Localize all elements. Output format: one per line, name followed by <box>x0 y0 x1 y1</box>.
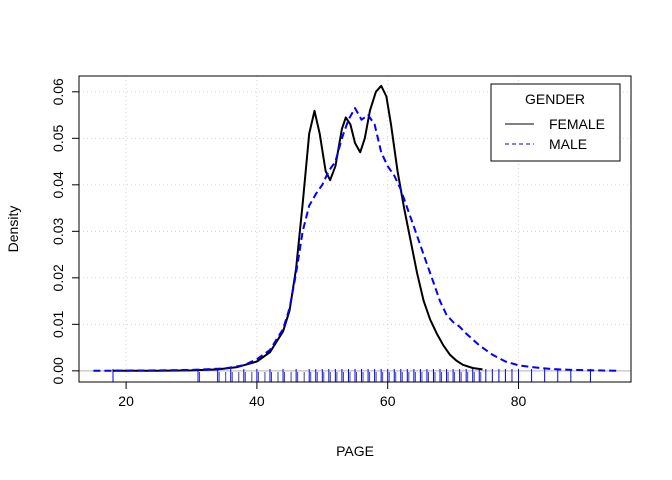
x-tick-label: 40 <box>249 393 265 409</box>
x-tick-label: 20 <box>118 393 134 409</box>
y-tick-label: 0.00 <box>50 357 66 384</box>
y-tick-label: 0.05 <box>50 124 66 151</box>
series-line-female <box>113 84 483 372</box>
rug-marks <box>112 369 591 382</box>
y-tick-label: 0.04 <box>50 171 66 198</box>
series-line-male <box>93 107 617 372</box>
density-series <box>93 84 617 372</box>
x-axis: 20 40 60 80 <box>118 381 527 409</box>
x-tick-label: 80 <box>511 393 527 409</box>
y-axis-title: Density <box>5 206 21 253</box>
legend-box <box>490 83 621 162</box>
legend-label-female: FEMALE <box>549 116 605 132</box>
x-axis-title: PAGE <box>336 443 374 459</box>
legend-title: GENDER <box>525 91 585 107</box>
legend-label-male: MALE <box>549 136 587 152</box>
x-tick-label: 60 <box>380 393 396 409</box>
legend: GENDER FEMALE MALE <box>490 83 621 162</box>
y-tick-label: 0.02 <box>50 264 66 291</box>
y-tick-label: 0.06 <box>50 78 66 105</box>
y-axis: 0.00 0.01 0.02 0.03 0.04 0.05 0.06 <box>50 78 80 384</box>
y-tick-label: 0.01 <box>50 310 66 337</box>
y-tick-label: 0.03 <box>50 217 66 244</box>
